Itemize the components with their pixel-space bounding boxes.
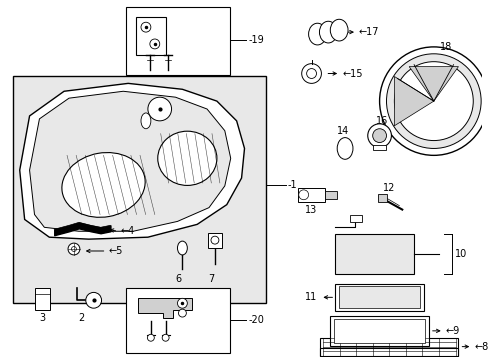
Text: 12: 12 [383, 183, 395, 193]
Ellipse shape [319, 21, 337, 43]
Polygon shape [394, 76, 433, 126]
Bar [136, 17, 165, 55]
Bar [335, 284, 423, 311]
Bar [335, 234, 413, 274]
Bar [126, 8, 229, 75]
Text: 14: 14 [336, 126, 348, 136]
Circle shape [306, 69, 316, 78]
Polygon shape [29, 91, 230, 231]
Polygon shape [138, 298, 192, 318]
Circle shape [394, 62, 472, 140]
Text: -19: -19 [248, 35, 264, 45]
Circle shape [149, 39, 160, 49]
Text: 18: 18 [439, 42, 451, 52]
Bar [334, 319, 424, 343]
Ellipse shape [177, 241, 187, 255]
Text: 13: 13 [305, 204, 317, 215]
Bar [372, 145, 386, 150]
Circle shape [178, 309, 186, 317]
Circle shape [210, 236, 219, 244]
Circle shape [68, 243, 80, 255]
Text: 10: 10 [454, 249, 466, 259]
Bar [126, 288, 229, 352]
Bar [339, 287, 419, 308]
Circle shape [379, 47, 487, 156]
Ellipse shape [308, 23, 325, 45]
Bar [329, 316, 428, 346]
Text: 3: 3 [39, 313, 45, 323]
Circle shape [386, 54, 480, 148]
Circle shape [162, 334, 169, 341]
Bar [349, 215, 361, 222]
Text: ←9: ←9 [445, 326, 459, 336]
Circle shape [301, 64, 321, 84]
Text: 2: 2 [79, 313, 85, 323]
Circle shape [141, 22, 150, 32]
Circle shape [177, 298, 187, 308]
Circle shape [367, 124, 390, 148]
Text: ←15: ←15 [342, 68, 362, 78]
Circle shape [298, 190, 308, 200]
Circle shape [71, 247, 76, 252]
Ellipse shape [158, 131, 217, 185]
Text: ←4: ←4 [120, 226, 134, 236]
Polygon shape [20, 84, 244, 239]
Bar [320, 338, 458, 356]
Ellipse shape [62, 153, 145, 217]
Bar [13, 76, 265, 303]
Text: -1: -1 [287, 180, 297, 190]
Text: 16: 16 [376, 116, 388, 126]
Text: -20: -20 [248, 315, 264, 325]
Bar [35, 288, 50, 310]
Ellipse shape [337, 138, 352, 159]
Bar [297, 188, 325, 202]
Bar [325, 191, 337, 199]
Text: ←5: ←5 [108, 246, 122, 256]
Bar [207, 233, 222, 248]
Ellipse shape [141, 113, 150, 129]
Text: ←8: ←8 [473, 342, 488, 352]
Text: 7: 7 [207, 274, 214, 284]
Text: 11: 11 [305, 292, 317, 302]
Ellipse shape [329, 19, 347, 41]
Circle shape [85, 292, 102, 308]
Circle shape [147, 334, 154, 341]
Bar [377, 194, 386, 202]
Text: ←17: ←17 [358, 27, 379, 37]
Polygon shape [408, 67, 458, 101]
Circle shape [147, 97, 171, 121]
Text: 6: 6 [175, 274, 181, 284]
Circle shape [372, 129, 386, 143]
Bar [320, 348, 458, 356]
